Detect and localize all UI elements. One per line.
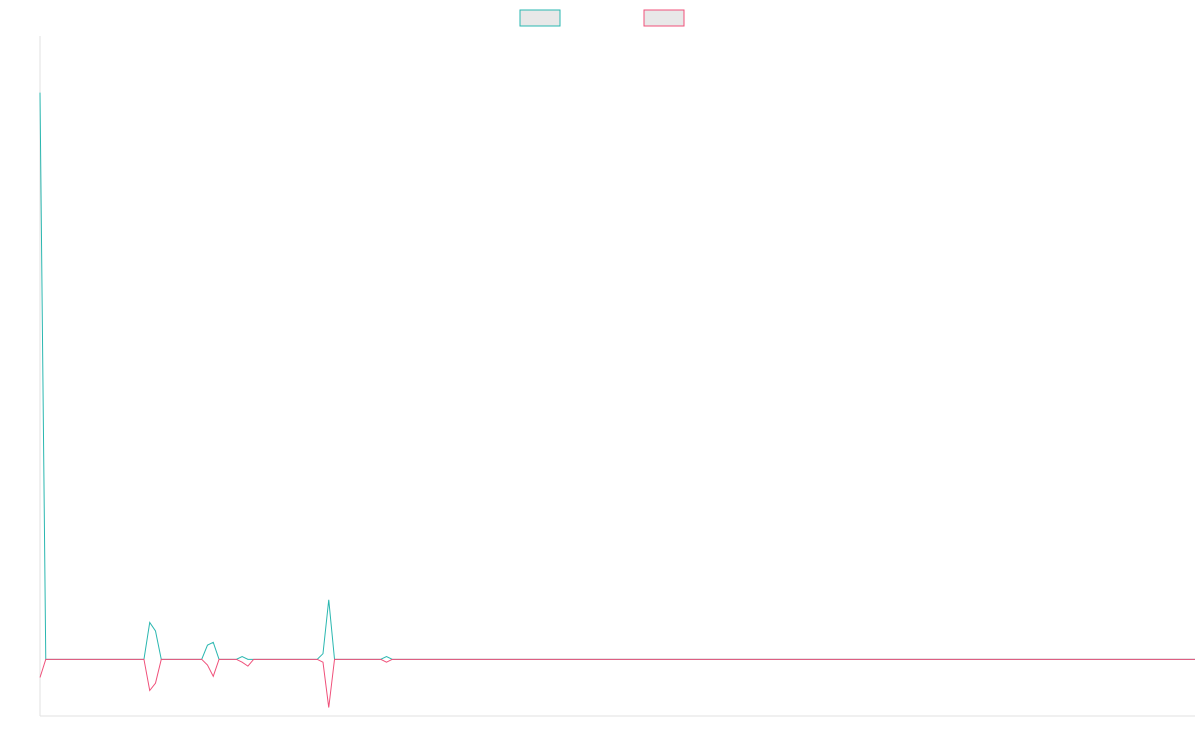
series-line-2 [39, 658, 1195, 708]
chart-axes [39, 36, 1195, 717]
legend-swatch-2[interactable] [643, 9, 685, 27]
plot-area [39, 92, 1195, 708]
series-line-1 [39, 92, 1195, 660]
legend-swatch-1[interactable] [519, 9, 561, 27]
legend [519, 9, 685, 27]
